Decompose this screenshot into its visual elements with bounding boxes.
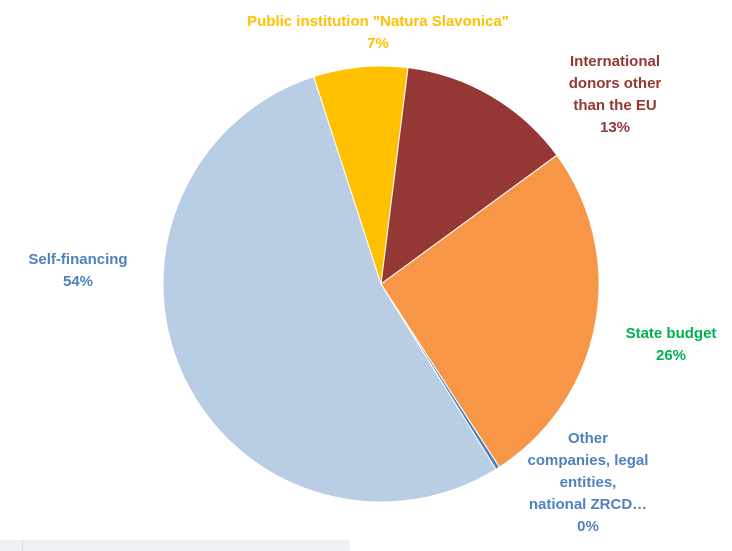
- slice-label: Self-financing 54%: [28, 251, 127, 290]
- pie-slice: [380, 154, 600, 468]
- slice-label: Public institution "Natura Slavonica" 7%: [247, 13, 509, 52]
- pie-slice: [380, 67, 558, 286]
- slice-label: State budget 26%: [626, 325, 717, 364]
- slice-label: International donors other than the EU 13%: [569, 53, 662, 136]
- footer-cell: [0, 540, 23, 551]
- slice-label: Other companies, legal entities, national Z…: [528, 430, 649, 535]
- footer-strip: [0, 540, 350, 551]
- pie-slice: [162, 76, 497, 503]
